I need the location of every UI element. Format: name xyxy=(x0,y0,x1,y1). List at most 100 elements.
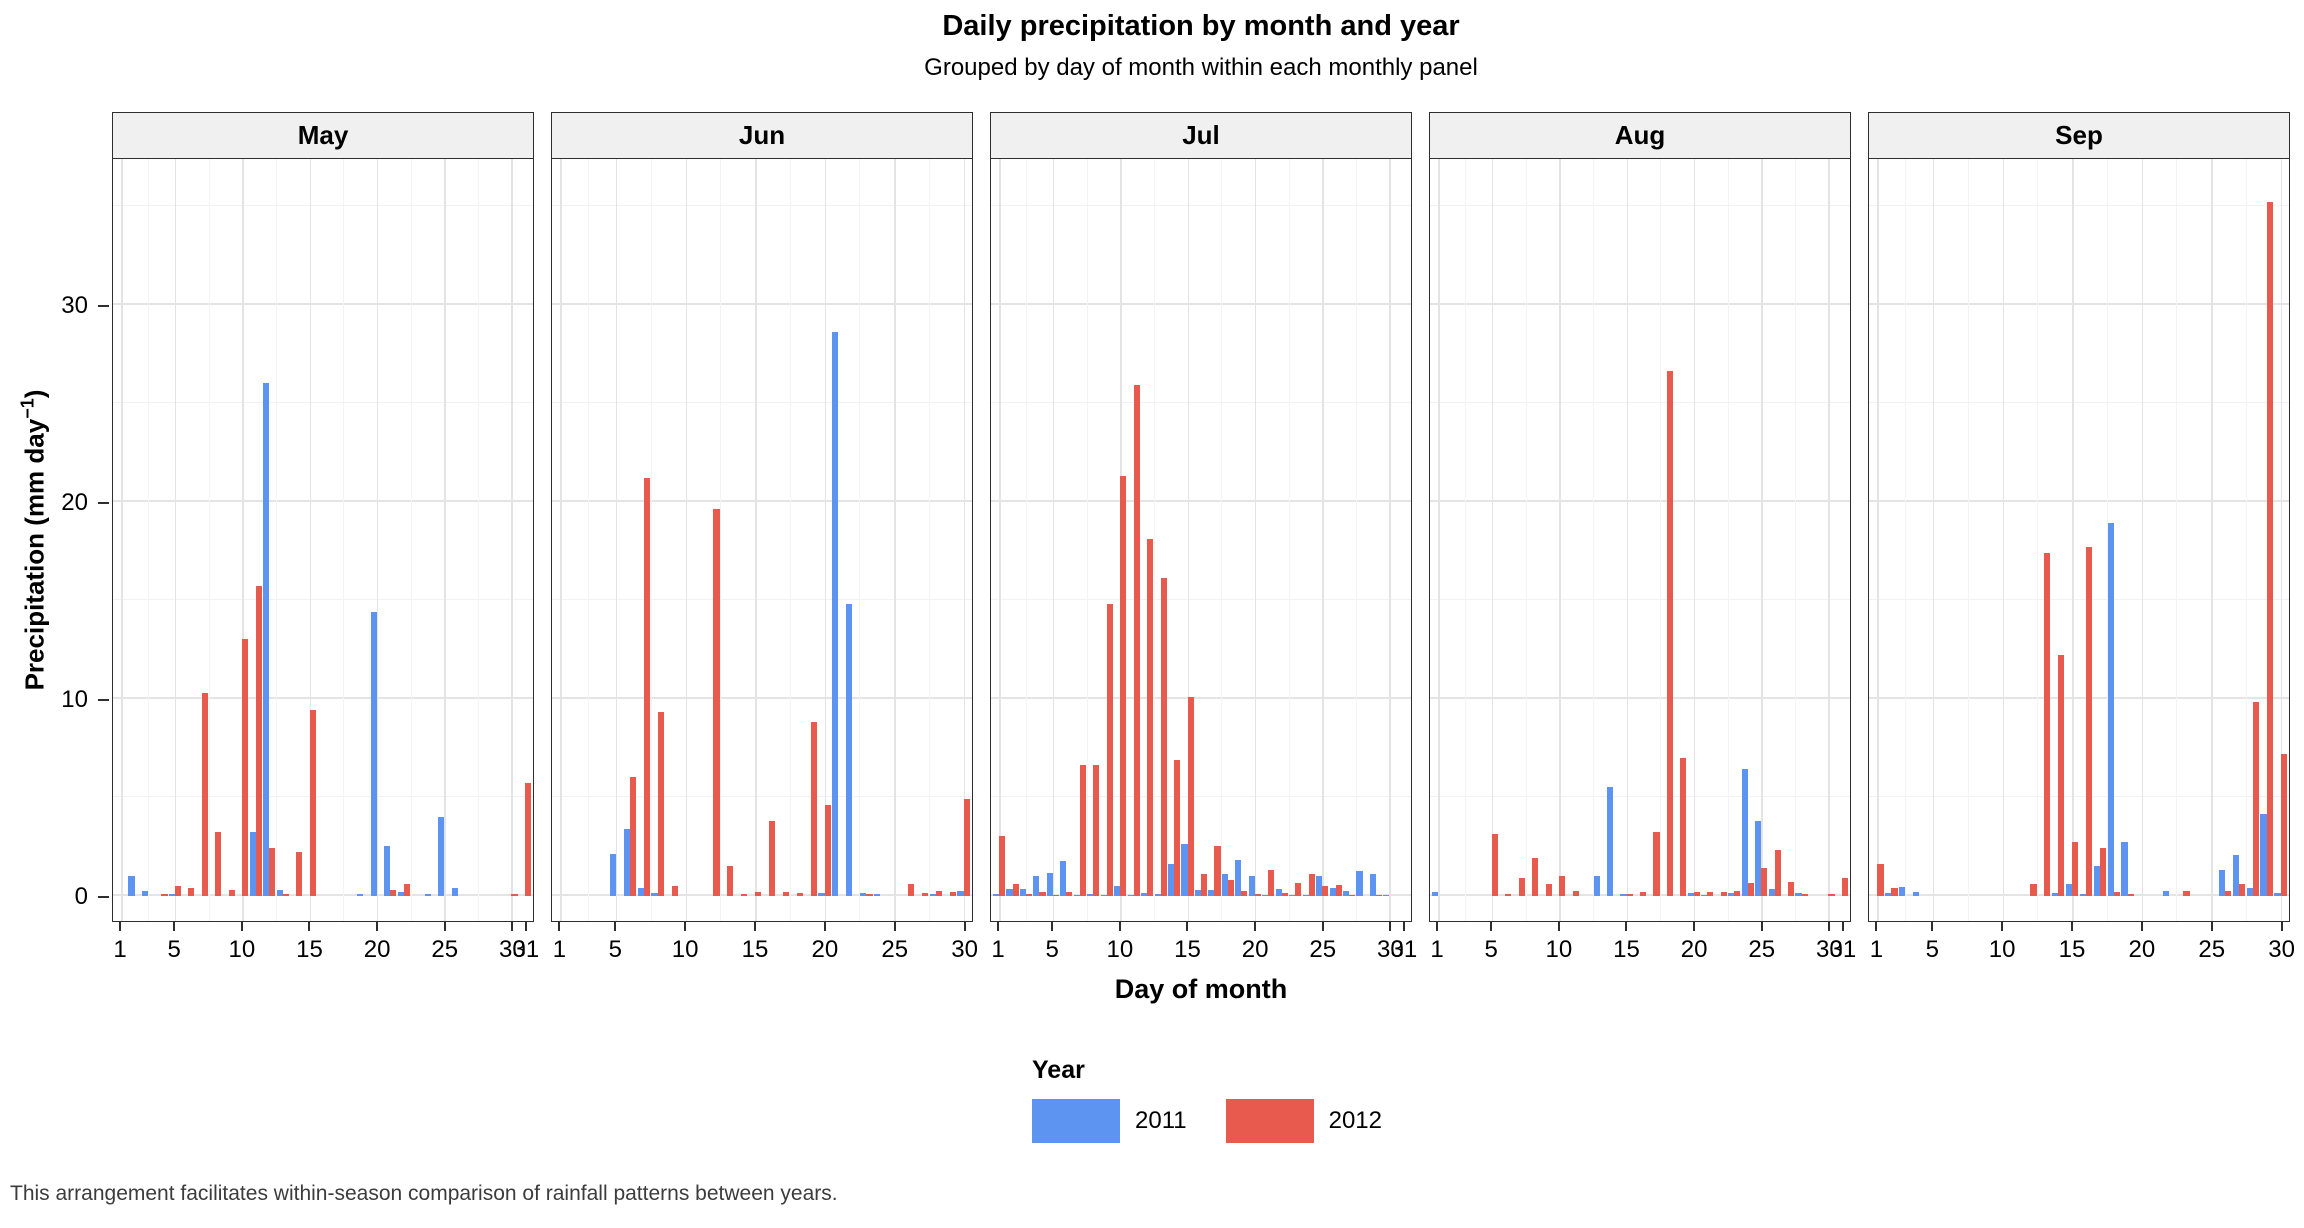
bar-2012-Sep-18 xyxy=(2113,891,2121,896)
y-axis-title: Precipitation (mm day−1) xyxy=(18,390,51,691)
gridline xyxy=(1430,303,1850,305)
bar-2011-Jul-14 xyxy=(1168,863,1175,896)
x-tick-mark xyxy=(1875,921,1878,931)
legend-swatch-2011 xyxy=(1032,1099,1120,1143)
x-tick-label-May-25: 25 xyxy=(431,935,459,963)
x-tick-mark xyxy=(524,921,527,931)
bar-2011-Jul-21 xyxy=(1262,894,1269,896)
gridline xyxy=(1869,205,2289,206)
bar-2011-May-21 xyxy=(384,846,391,896)
legend-label-2012: 2012 xyxy=(1328,1107,1382,1134)
gridline xyxy=(208,158,210,921)
x-tick-label-May-10: 10 xyxy=(228,935,256,963)
bar-2011-Sep-16 xyxy=(2079,893,2086,896)
x-tick-mark xyxy=(558,921,561,931)
bar-2012-Jul-20 xyxy=(1254,893,1261,896)
bar-2011-Sep-2 xyxy=(1884,892,1892,896)
x-tick-label-Aug-25: 25 xyxy=(1748,935,1776,963)
gridline xyxy=(1221,158,1223,921)
gridline xyxy=(2280,158,2283,921)
bar-2012-Jun-7 xyxy=(643,477,651,896)
gridline xyxy=(1389,158,1391,921)
gridline xyxy=(242,158,244,921)
bar-2011-May-5 xyxy=(168,893,175,896)
x-tick-label-Jul-5: 5 xyxy=(1045,935,1059,963)
bar-2011-May-22 xyxy=(397,891,404,896)
x-tick-label-Sep-30: 30 xyxy=(2268,935,2295,963)
gridline xyxy=(147,158,149,921)
bar-2011-Sep-3 xyxy=(1898,886,1906,896)
gridline xyxy=(650,158,652,921)
gridline xyxy=(511,158,513,921)
gridline xyxy=(1438,158,1440,921)
x-tick-label-Jun-25: 25 xyxy=(881,935,909,963)
bar-2012-May-31 xyxy=(524,783,531,896)
x-tick-mark xyxy=(963,921,966,931)
x-tick-mark xyxy=(1186,921,1189,931)
bar-2011-Sep-28 xyxy=(2246,887,2253,896)
bar-2012-Jun-28 xyxy=(935,890,943,896)
bar-2012-Jun-15 xyxy=(755,891,762,896)
gridline xyxy=(859,158,861,921)
bar-2011-Jul-26 xyxy=(1329,887,1336,896)
bar-2011-Jul-10 xyxy=(1114,885,1121,896)
x-tick-mark xyxy=(1625,921,1628,931)
gridline xyxy=(2176,158,2178,921)
x-tick-mark xyxy=(1389,921,1392,931)
gridline xyxy=(552,796,972,797)
gridline xyxy=(1869,402,2289,403)
legend-label-2011: 2011 xyxy=(1135,1107,1187,1134)
bar-2012-May-11 xyxy=(255,586,262,896)
bar-2012-Aug-18 xyxy=(1666,371,1673,896)
bar-2012-Sep-13 xyxy=(2044,552,2051,896)
bar-2011-May-19 xyxy=(357,893,364,896)
gridline xyxy=(720,158,722,921)
x-tick-label-Sep-5: 5 xyxy=(1925,935,1939,963)
bar-2012-Jul-5 xyxy=(1052,894,1059,896)
bar-2011-Jul-4 xyxy=(1033,875,1040,896)
gridline xyxy=(1464,158,1466,921)
bar-2011-Jul-11 xyxy=(1127,894,1134,896)
bar-2012-Jul-2 xyxy=(1012,883,1019,896)
gridline xyxy=(1693,158,1696,921)
x-axis-Aug: 1 5 10 15 20 25 30 31 xyxy=(1429,921,1856,988)
bar-2012-Jun-23 xyxy=(866,893,873,896)
bar-2011-Aug-28 xyxy=(1795,892,1802,896)
bar-2011-May-3 xyxy=(141,890,148,896)
bar-2012-Jun-20 xyxy=(824,804,831,896)
gridline xyxy=(999,158,1001,921)
gridline xyxy=(113,697,533,699)
gridline xyxy=(615,158,618,921)
gridline xyxy=(991,697,1411,699)
gridline xyxy=(991,500,1411,502)
facet-May: May 1 5 10 15 20 25 30 31 xyxy=(112,112,539,988)
bar-2012-Aug-5 xyxy=(1491,834,1498,896)
bar-2012-Sep-2 xyxy=(1891,887,1898,896)
gridline xyxy=(444,158,446,921)
bar-2012-Jul-7 xyxy=(1079,765,1086,896)
x-tick-mark xyxy=(308,921,311,931)
y-tick-label-20: 20 xyxy=(61,489,88,516)
gridline xyxy=(1869,599,2289,600)
bar-2012-Sep-19 xyxy=(2127,893,2134,896)
x-tick-label-Jun-1: 1 xyxy=(552,935,567,963)
legend-swatch-2012 xyxy=(1225,1099,1314,1143)
x-tick-label-May-31: 31 xyxy=(512,935,540,963)
x-axis-Sep: 1 5 10 15 20 25 30 xyxy=(1868,921,2295,988)
bar-2012-Aug-21 xyxy=(1707,891,1714,896)
gridline xyxy=(2106,158,2108,921)
x-tick-label-May-20: 20 xyxy=(363,935,391,963)
bar-2011-Jun-7 xyxy=(637,887,644,896)
gridline xyxy=(1086,158,1088,921)
gridline xyxy=(1660,158,1662,921)
bar-2012-May-22 xyxy=(403,883,410,896)
gridline xyxy=(1254,158,1257,921)
x-tick-mark xyxy=(1490,921,1493,931)
bar-2011-Jul-2 xyxy=(1006,889,1013,896)
gridline xyxy=(113,894,533,896)
x-tick-label-Jul-15: 15 xyxy=(1174,935,1201,963)
y-tick-mark xyxy=(98,305,109,307)
bar-2011-Jul-19 xyxy=(1235,860,1242,896)
bar-2012-Jun-19 xyxy=(810,722,817,896)
gridline xyxy=(991,599,1411,600)
